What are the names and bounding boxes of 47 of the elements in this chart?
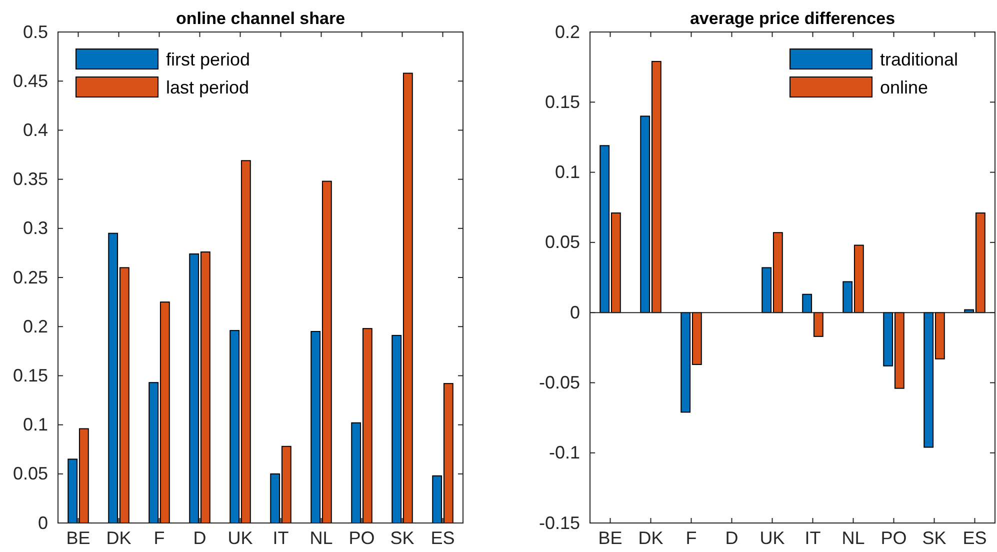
y-tick-label: 0.2 <box>22 316 48 336</box>
y-tick-label: 0.15 <box>12 365 48 386</box>
y-tick-label: 0.05 <box>12 464 48 484</box>
x-tick-label: NL <box>310 528 333 548</box>
x-tick-label: BE <box>598 528 622 548</box>
x-tick-label: D <box>193 528 206 548</box>
legend-label: online <box>880 77 928 98</box>
x-tick-label: DK <box>638 528 664 548</box>
y-tick-label: 0.35 <box>12 169 48 190</box>
x-tick-label: SK <box>922 528 946 548</box>
legend-label: first period <box>166 49 250 70</box>
y-tick-label: 0.25 <box>12 267 48 288</box>
y-tick-label: 0.5 <box>22 22 48 42</box>
y-tick-label: 0.45 <box>12 70 48 91</box>
y-tick-label: 0.2 <box>554 22 580 42</box>
x-tick-label: NL <box>842 528 865 548</box>
y-tick-label: 0.3 <box>22 218 48 238</box>
x-tick-label: F <box>686 528 697 548</box>
y-tick-label: -0.15 <box>538 512 580 533</box>
y-tick-label: -0.1 <box>548 442 580 463</box>
chart-title: online channel share <box>176 9 346 28</box>
chart-title: average price differences <box>690 9 896 28</box>
y-tick-label: -0.05 <box>538 372 580 392</box>
x-tick-label: ES <box>430 528 455 548</box>
x-tick-label: UK <box>760 528 785 548</box>
x-tick-label: IT <box>272 528 289 548</box>
x-tick-label: D <box>725 528 738 548</box>
legend-label: traditional <box>880 49 958 70</box>
x-tick-label: BE <box>66 528 90 548</box>
y-tick-label: 0 <box>570 302 580 322</box>
x-tick-label: PO <box>880 528 907 548</box>
x-tick-label: IT <box>804 528 821 548</box>
y-tick-label: 0.05 <box>544 232 580 252</box>
y-tick-label: 0.15 <box>544 92 580 112</box>
x-tick-label: UK <box>228 528 253 548</box>
bar <box>813 312 824 337</box>
x-tick-label: SK <box>390 528 414 548</box>
y-tick-label: 0 <box>38 512 48 533</box>
y-tick-label: 0.4 <box>22 120 48 140</box>
bar <box>802 294 812 314</box>
x-tick-label: F <box>154 528 165 548</box>
y-tick-label: 0.1 <box>22 414 48 435</box>
x-tick-label: ES <box>962 528 987 548</box>
y-tick-label: 0.1 <box>554 162 580 182</box>
x-tick-label: DK <box>106 528 132 548</box>
x-tick-label: PO <box>348 528 375 548</box>
legend-label: last period <box>166 77 250 98</box>
